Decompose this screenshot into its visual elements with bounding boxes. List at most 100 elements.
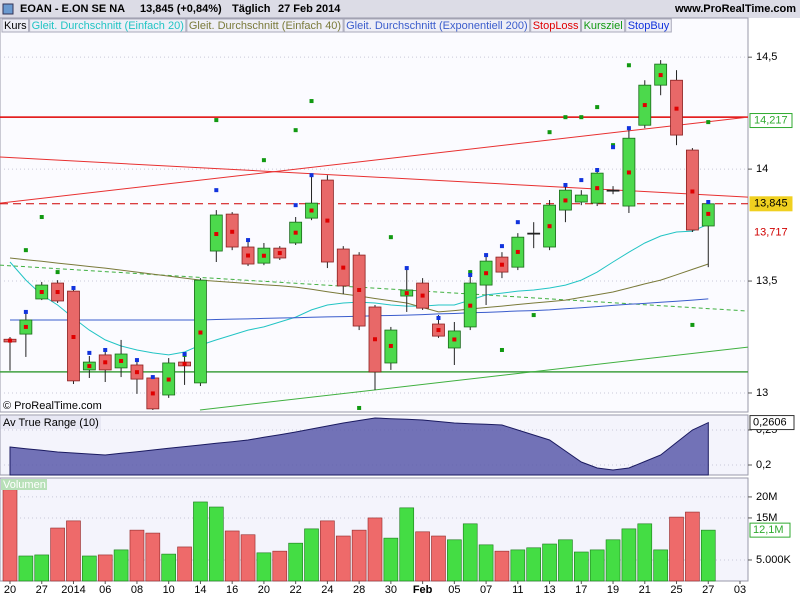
point — [293, 230, 298, 235]
point — [484, 253, 489, 258]
trend-line — [0, 116, 748, 204]
volume-bar — [2, 489, 18, 582]
point — [373, 337, 377, 342]
point — [39, 290, 44, 295]
volume-bar — [240, 534, 256, 582]
volume-bar — [653, 549, 668, 582]
point — [87, 350, 92, 355]
point — [452, 337, 457, 342]
point — [626, 126, 631, 131]
point — [134, 358, 139, 363]
point — [468, 303, 473, 308]
volume-bar — [415, 531, 430, 582]
point — [119, 358, 124, 363]
point — [261, 158, 266, 163]
volume-bar — [542, 543, 557, 582]
point — [293, 128, 298, 133]
x-tick-label: 05 — [448, 584, 460, 596]
volume-bar — [256, 552, 272, 582]
y-tick-label: 0,2 — [756, 459, 771, 471]
atr-area — [9, 417, 709, 476]
volume-bar — [605, 539, 621, 582]
point — [388, 343, 393, 348]
legend-bg — [1, 18, 30, 33]
legend-entry: Gleit. Durchschnitt (Exponentiell 200) — [346, 20, 528, 32]
volume-bar — [18, 555, 34, 582]
point — [531, 313, 536, 318]
candle-body — [527, 232, 541, 235]
point — [214, 232, 219, 237]
legend-entry: Gleit. Durchschnitt (Einfach 40) — [189, 20, 341, 32]
volume-title-bg — [1, 479, 47, 490]
x-tick-label: 03 — [734, 584, 746, 596]
point — [261, 253, 266, 258]
volume-bar — [526, 547, 541, 582]
point — [293, 203, 298, 208]
point — [277, 251, 282, 256]
price-label-box — [749, 196, 793, 212]
volume-bar — [129, 529, 145, 582]
volume-bar — [637, 523, 653, 582]
point — [611, 143, 616, 148]
volume-bar — [272, 550, 288, 582]
x-tick-label: 17 — [575, 584, 587, 596]
y-tick-label: 20M — [756, 491, 777, 503]
volume-bar — [113, 549, 129, 582]
point — [515, 249, 520, 254]
x-tick-label: 10 — [163, 584, 175, 596]
volume-bar — [66, 520, 81, 582]
x-tick-label: 08 — [131, 584, 143, 596]
point — [309, 208, 314, 213]
x-tick-label: 21 — [639, 584, 651, 596]
x-tick-label: 25 — [670, 584, 682, 596]
point — [626, 63, 631, 68]
volume-bar — [97, 554, 113, 582]
x-tick-label: 24 — [321, 584, 333, 596]
point — [55, 290, 60, 295]
volume-bar — [224, 530, 240, 582]
point — [611, 145, 616, 150]
price-label-box — [749, 113, 793, 129]
point — [706, 211, 711, 216]
volume-bar — [34, 554, 50, 582]
x-tick-label: 20 — [4, 584, 16, 596]
volume-current-label: 12,1M — [753, 524, 784, 536]
point — [388, 235, 393, 240]
legend-bg — [343, 18, 531, 33]
point — [23, 248, 28, 253]
point — [595, 105, 600, 110]
header-icon — [2, 3, 14, 15]
point — [404, 266, 409, 271]
plot-layer: 14,51413,5130,250,220M15M5.000K202720140… — [0, 18, 795, 596]
volume-bar — [700, 529, 716, 582]
volume-current-box — [749, 522, 791, 538]
x-tick-label: 16 — [226, 584, 238, 596]
x-tick-label: 19 — [607, 584, 619, 596]
point — [341, 265, 346, 270]
point — [23, 324, 28, 329]
atr-title: Av True Range (10) — [3, 417, 99, 429]
x-tick-label: 07 — [480, 584, 492, 596]
legend-bg — [186, 18, 344, 33]
point — [436, 315, 441, 320]
candle-body — [574, 194, 588, 203]
volume-bar — [82, 555, 97, 582]
volume-bar — [320, 520, 335, 582]
price-label: 14,217 — [754, 114, 788, 126]
point — [579, 178, 584, 183]
legend-bg — [530, 18, 582, 33]
point — [595, 186, 600, 191]
point — [499, 262, 504, 267]
legend-bg — [581, 18, 626, 33]
point — [103, 347, 108, 352]
volume-bar — [383, 537, 399, 582]
legend-bg — [625, 18, 672, 33]
point — [436, 328, 441, 333]
x-tick-label: 06 — [99, 584, 111, 596]
x-tick-label: 11 — [512, 584, 523, 596]
point — [230, 229, 235, 234]
point — [515, 220, 520, 225]
legend-entry: StopBuy — [628, 20, 670, 32]
volume-bar — [399, 507, 415, 582]
